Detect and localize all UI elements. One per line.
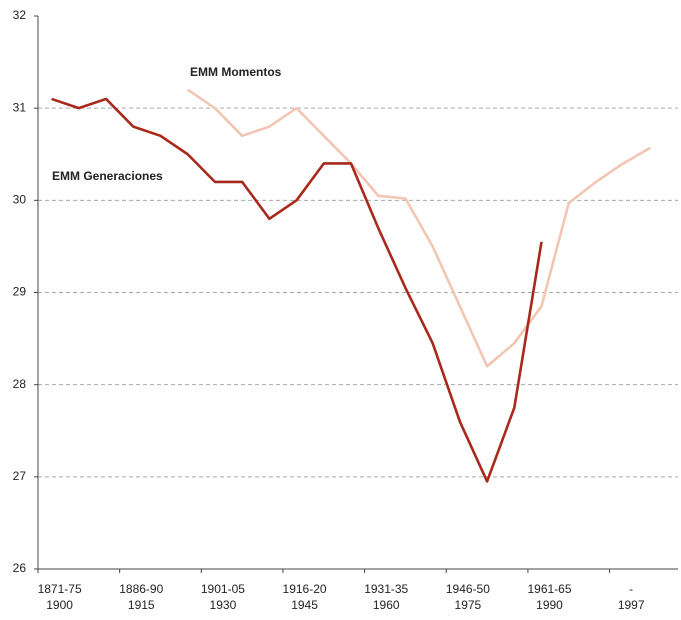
- series-line: [51, 97, 543, 483]
- y-tick-label: 31: [13, 100, 27, 114]
- x-tick-label: 1946-50: [446, 582, 490, 596]
- y-tick-label: 27: [13, 469, 27, 483]
- x-tick-label: 1900: [46, 598, 73, 612]
- series-label: EMM Momentos: [190, 65, 282, 79]
- x-tick-label: 1990: [536, 598, 563, 612]
- series-line: [186, 88, 652, 368]
- x-tick-label: 1961-65: [527, 582, 571, 596]
- x-tick-label: -: [629, 582, 633, 596]
- x-tick-label: 1886-90: [119, 582, 163, 596]
- y-tick-label: 30: [13, 193, 27, 207]
- y-tick-label: 29: [13, 285, 27, 299]
- x-tick-label: 1871-75: [38, 582, 82, 596]
- x-tick-label: 1997: [618, 598, 645, 612]
- x-tick-label: 1945: [291, 598, 318, 612]
- series-label: EMM Generaciones: [52, 169, 163, 183]
- y-tick-label: 28: [13, 377, 27, 391]
- x-tick-label: 1960: [373, 598, 400, 612]
- x-tick-label: 1915: [128, 598, 155, 612]
- x-tick-label: 1931-35: [364, 582, 408, 596]
- x-tick-label: 1916-20: [283, 582, 327, 596]
- y-tick-label: 32: [13, 8, 27, 22]
- x-tick-label: 1975: [455, 598, 482, 612]
- y-tick-label: 26: [13, 561, 27, 575]
- x-tick-label: 1930: [210, 598, 237, 612]
- x-tick-label: 1901-05: [201, 582, 245, 596]
